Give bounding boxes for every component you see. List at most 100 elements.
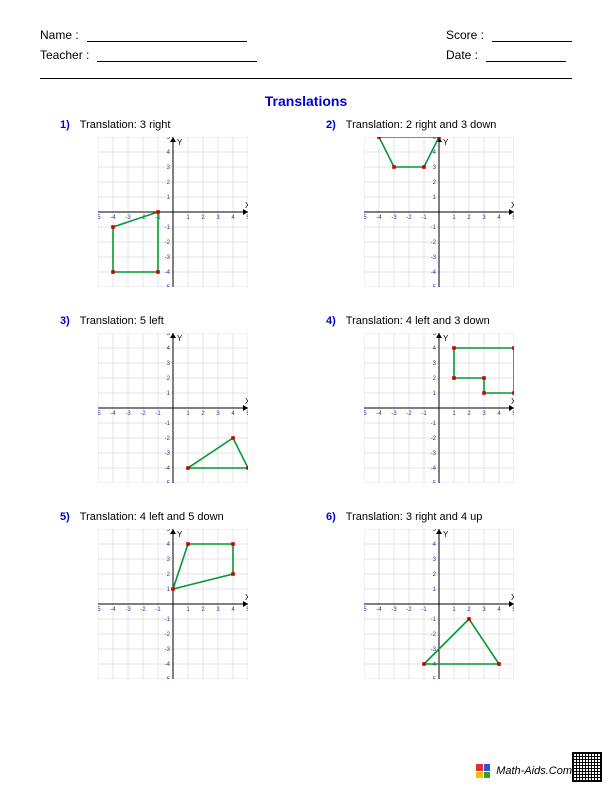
svg-text:1: 1 [433, 391, 437, 397]
svg-text:Y: Y [177, 138, 183, 147]
footer: Math-Aids.Com [476, 764, 572, 778]
svg-text:X: X [245, 397, 248, 406]
svg-text:-4: -4 [431, 270, 437, 276]
coordinate-graph: -5-5-4-4-3-3-2-2-1-11122334455XY [326, 529, 552, 679]
problem-number: 4) [326, 315, 336, 327]
svg-text:4: 4 [167, 346, 171, 352]
score-line[interactable] [492, 41, 572, 42]
svg-text:1: 1 [186, 411, 190, 417]
date-line[interactable] [486, 61, 566, 62]
svg-text:-3: -3 [125, 411, 131, 417]
svg-text:-1: -1 [431, 421, 437, 427]
svg-text:3: 3 [482, 607, 486, 613]
svg-text:-5: -5 [431, 481, 437, 483]
coordinate-graph: -5-5-4-4-3-3-2-2-1-11122334455XY [326, 137, 552, 287]
svg-text:-3: -3 [391, 411, 397, 417]
svg-text:-3: -3 [431, 255, 437, 261]
problems-grid: 1) Translation: 3 right -5-5-4-4-3-3-2-2… [0, 119, 612, 679]
svg-text:-2: -2 [406, 607, 412, 613]
svg-text:-5: -5 [165, 481, 171, 483]
svg-text:-1: -1 [165, 617, 171, 623]
svg-text:-2: -2 [140, 607, 146, 613]
worksheet-header: Name : Teacher : Score : Date : [0, 0, 612, 70]
svg-text:3: 3 [482, 215, 486, 221]
svg-text:2: 2 [467, 215, 471, 221]
svg-text:1: 1 [186, 215, 190, 221]
name-line[interactable] [87, 41, 247, 42]
svg-text:4: 4 [167, 542, 171, 548]
problem-2: 2) Translation: 2 right and 3 down -5-5-… [326, 119, 552, 287]
svg-text:4: 4 [433, 542, 437, 548]
svg-text:3: 3 [216, 215, 220, 221]
svg-text:-4: -4 [165, 662, 171, 668]
svg-text:-4: -4 [376, 607, 382, 613]
svg-text:-2: -2 [431, 436, 437, 442]
svg-text:5: 5 [246, 607, 248, 613]
svg-text:2: 2 [433, 376, 437, 382]
svg-text:-3: -3 [165, 647, 171, 653]
svg-text:2: 2 [433, 572, 437, 578]
svg-text:1: 1 [452, 411, 456, 417]
svg-text:5: 5 [246, 411, 248, 417]
svg-text:-2: -2 [406, 411, 412, 417]
svg-text:-1: -1 [421, 411, 427, 417]
svg-text:4: 4 [231, 411, 235, 417]
svg-text:1: 1 [167, 391, 171, 397]
svg-text:-3: -3 [165, 451, 171, 457]
svg-text:3: 3 [433, 361, 437, 367]
svg-text:2: 2 [433, 180, 437, 186]
svg-text:5: 5 [167, 137, 171, 141]
svg-text:4: 4 [433, 346, 437, 352]
svg-text:-1: -1 [155, 607, 161, 613]
svg-text:-1: -1 [155, 411, 161, 417]
problem-number: 1) [60, 119, 70, 131]
svg-text:2: 2 [167, 572, 171, 578]
svg-text:5: 5 [433, 333, 437, 337]
svg-text:-5: -5 [98, 607, 101, 613]
svg-text:1: 1 [433, 587, 437, 593]
svg-text:X: X [245, 593, 248, 602]
svg-text:-4: -4 [376, 215, 382, 221]
teacher-line[interactable] [97, 61, 257, 62]
svg-text:3: 3 [433, 557, 437, 563]
svg-text:Y: Y [443, 530, 449, 539]
problem-4: 4) Translation: 4 left and 3 down -5-5-4… [326, 315, 552, 483]
svg-text:-2: -2 [406, 215, 412, 221]
problem-1: 1) Translation: 3 right -5-5-4-4-3-3-2-2… [60, 119, 286, 287]
svg-text:5: 5 [167, 333, 171, 337]
svg-text:-2: -2 [431, 632, 437, 638]
svg-text:-4: -4 [431, 466, 437, 472]
problem-text: Translation: 3 right and 4 up [346, 511, 483, 523]
svg-text:1: 1 [167, 587, 171, 593]
svg-text:1: 1 [452, 607, 456, 613]
problem-text: Translation: 2 right and 3 down [346, 119, 497, 131]
svg-text:Y: Y [443, 334, 449, 343]
svg-text:-3: -3 [165, 255, 171, 261]
svg-text:-3: -3 [431, 451, 437, 457]
svg-text:5: 5 [433, 529, 437, 533]
name-label: Name : [40, 28, 79, 42]
svg-text:5: 5 [512, 215, 514, 221]
svg-text:-1: -1 [421, 215, 427, 221]
date-label: Date : [446, 48, 478, 62]
teacher-label: Teacher : [40, 48, 89, 62]
coordinate-graph: -5-5-4-4-3-3-2-2-1-11122334455XY [60, 333, 286, 483]
svg-text:-5: -5 [364, 607, 367, 613]
svg-text:Y: Y [177, 334, 183, 343]
worksheet-title: Translations [0, 93, 612, 109]
svg-text:-4: -4 [376, 411, 382, 417]
header-divider [40, 78, 572, 79]
svg-text:-2: -2 [431, 240, 437, 246]
svg-text:3: 3 [482, 411, 486, 417]
problem-6: 6) Translation: 3 right and 4 up -5-5-4-… [326, 511, 552, 679]
logo-icon [476, 764, 490, 778]
svg-text:-5: -5 [431, 285, 437, 287]
svg-text:Y: Y [443, 138, 449, 147]
svg-text:-3: -3 [391, 607, 397, 613]
coordinate-graph: -5-5-4-4-3-3-2-2-1-11122334455XY [60, 137, 286, 287]
svg-text:-3: -3 [391, 215, 397, 221]
svg-text:Y: Y [177, 530, 183, 539]
svg-text:-5: -5 [98, 215, 101, 221]
svg-text:-4: -4 [110, 411, 116, 417]
problem-text: Translation: 5 left [80, 315, 164, 327]
